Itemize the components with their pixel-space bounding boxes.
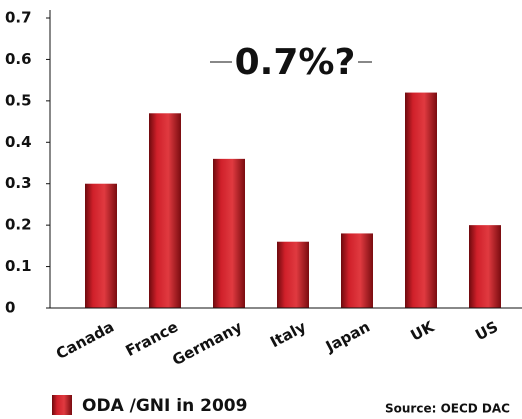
x-tick-label: US xyxy=(472,318,501,345)
y-tick-label: 0.7 xyxy=(5,9,32,27)
bar xyxy=(213,158,245,308)
y-tick-label: 0.1 xyxy=(5,257,32,275)
bar xyxy=(341,233,373,308)
x-tick-label: Italy xyxy=(267,318,309,352)
bar xyxy=(405,92,437,308)
x-tick-label: Japan xyxy=(322,318,373,357)
bar xyxy=(149,113,181,309)
y-tick-label: 0.2 xyxy=(5,216,32,234)
source: Source: OECD DAC xyxy=(385,402,510,416)
legend-label: ODA /GNI in 2009 xyxy=(82,396,247,416)
y-tick-label: 0.5 xyxy=(5,91,32,109)
y-tick-label: 0.3 xyxy=(5,174,32,192)
bar xyxy=(277,241,309,308)
x-tick-label: Canada xyxy=(53,318,117,363)
bar xyxy=(85,183,117,308)
bar xyxy=(469,225,501,308)
y-tick-label: 0.6 xyxy=(5,50,32,68)
x-tick-label: UK xyxy=(408,317,439,345)
y-tick-label: 0.4 xyxy=(5,133,32,151)
annotation: 0.7%? xyxy=(235,42,356,83)
legend-swatch xyxy=(52,395,72,415)
y-tick-label: 0 xyxy=(5,299,15,317)
x-tick-label: Germany xyxy=(169,318,245,370)
